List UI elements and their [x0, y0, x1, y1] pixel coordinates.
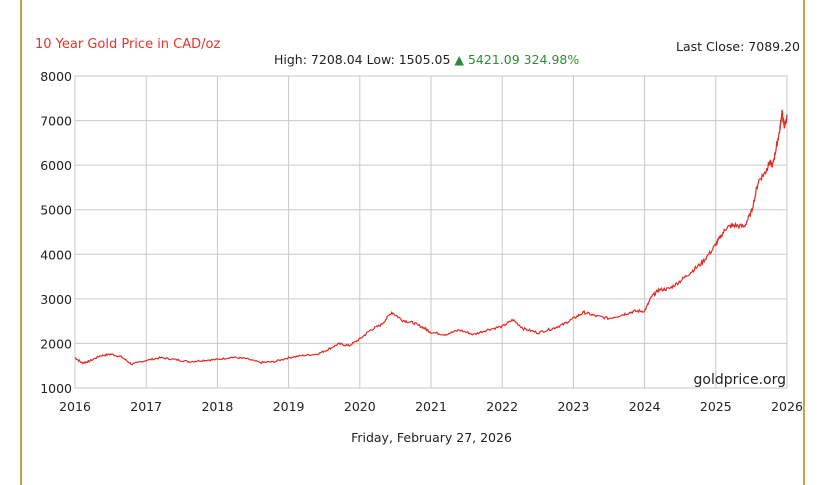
x-tick-label: 2025 — [700, 399, 732, 414]
x-tick-label: 2017 — [130, 399, 162, 414]
chart-title: 10 Year Gold Price in CAD/oz — [35, 37, 221, 52]
x-tick-label: 2020 — [344, 399, 376, 414]
y-tick-label: 8000 — [40, 69, 72, 84]
x-tick-label: 2023 — [557, 399, 589, 414]
price-stats: High: 7208.04 Low: 1505.05 ▲ 5421.09 324… — [274, 52, 579, 67]
y-tick-label: 7000 — [40, 114, 72, 129]
change-value: ▲ 5421.09 324.98% — [454, 52, 580, 67]
x-tick-label: 2022 — [486, 399, 518, 414]
grid-lines — [74, 75, 788, 389]
y-tick-label: 4000 — [40, 247, 72, 262]
x-tick-label: 2018 — [201, 399, 233, 414]
x-tick-label: 2019 — [273, 399, 305, 414]
y-tick-label: 2000 — [40, 336, 72, 351]
watermark: goldprice.org — [694, 372, 786, 388]
y-tick-label: 1000 — [40, 381, 72, 396]
y-tick-label: 5000 — [40, 203, 72, 218]
last-close: Last Close: 7089.20 — [676, 39, 800, 54]
footer-date: Friday, February 27, 2026 — [351, 430, 512, 445]
x-tick-label: 2016 — [59, 399, 91, 414]
y-tick-label: 6000 — [40, 158, 72, 173]
gold-price-series-line — [74, 109, 788, 366]
frame-right-border — [803, 0, 805, 485]
y-tick-label: 3000 — [40, 292, 72, 307]
x-tick-label: 2026 — [771, 399, 803, 414]
axis-labels: 1000 2000 3000 4000 5000 6000 7000 8000 2016 2017… — [40, 69, 803, 414]
high-value: High: 7208.04 — [274, 52, 363, 67]
low-value: Low: 1505.05 — [366, 52, 451, 67]
x-tick-label: 2021 — [415, 399, 447, 414]
frame-left-border — [20, 0, 22, 485]
x-tick-label: 2024 — [629, 399, 661, 414]
